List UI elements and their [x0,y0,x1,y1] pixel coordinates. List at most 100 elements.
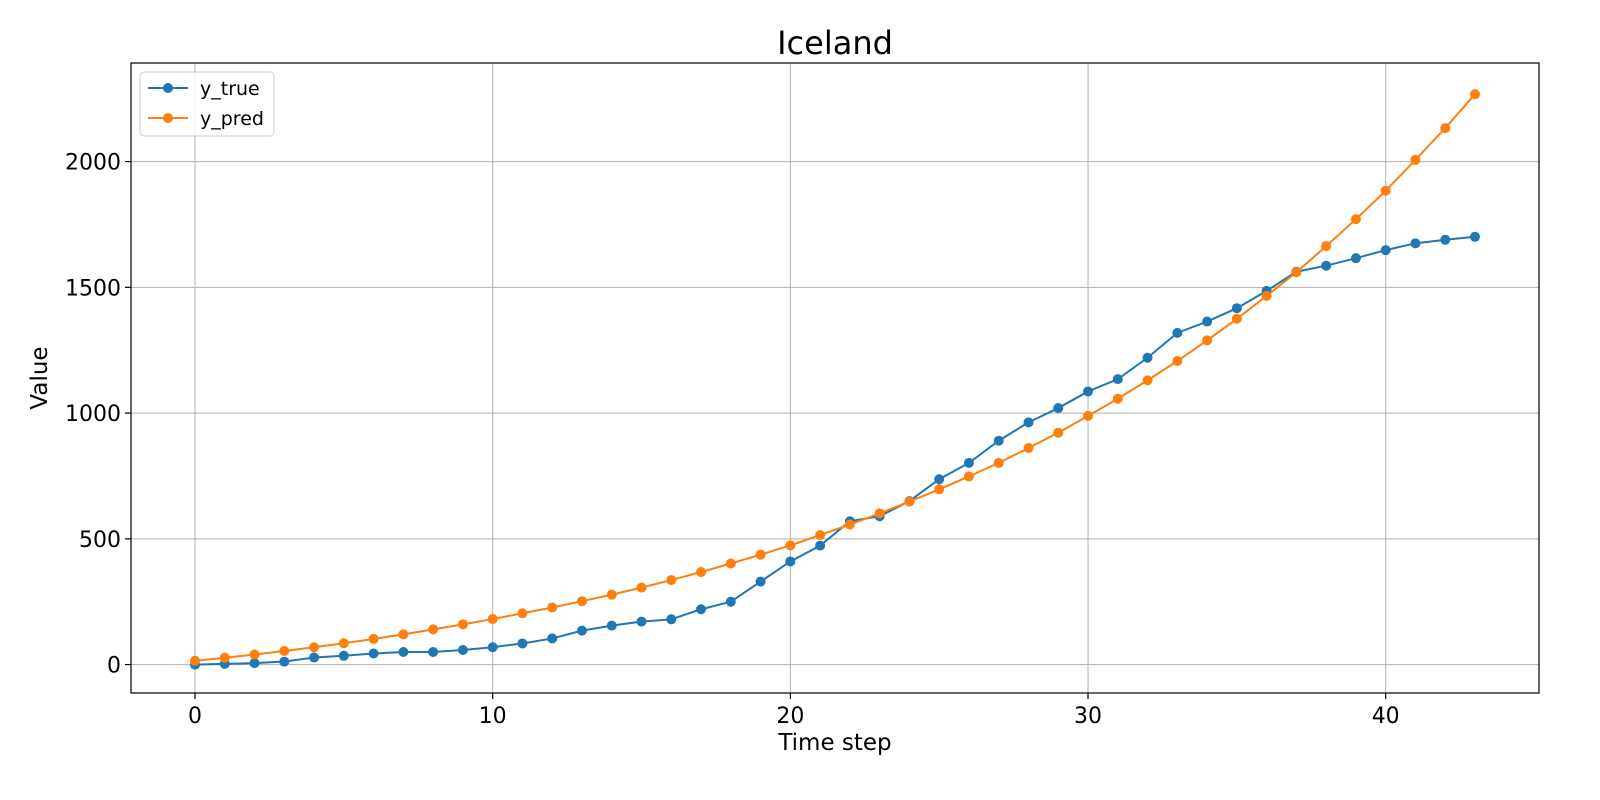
data-point-y_true [963,457,974,468]
data-point-y_pred [725,558,736,569]
data-point-y_pred [934,484,945,495]
data-point-y_true [725,596,736,607]
data-point-y_true [636,616,647,627]
legend-marker-y_true [163,83,173,93]
data-point-y_pred [1380,185,1391,196]
x-tick-label: 0 [188,704,202,729]
data-point-y_true [1350,253,1361,264]
data-point-y_pred [993,457,1004,468]
y-tick-label: 2000 [65,151,121,176]
data-point-y_pred [636,582,647,593]
data-point-y_true [576,625,587,636]
data-point-y_pred [1291,267,1302,278]
data-point-y_true [487,642,498,653]
data-point-y_true [1440,234,1451,245]
y-tick-label: 1000 [65,402,121,427]
data-point-y_true [785,556,796,567]
data-point-y_pred [1023,443,1034,454]
data-point-y_pred [398,629,409,640]
data-point-y_true [279,656,290,667]
data-point-y_true [1053,403,1064,414]
data-point-y_true [1410,238,1421,249]
x-axis-label: Time step [777,730,891,756]
data-point-y_true [934,474,945,485]
data-point-y_pred [190,655,200,666]
legend: y_true y_pred [139,71,275,137]
data-point-y_true [755,576,766,587]
data-point-y_true [666,614,677,625]
data-point-y_pred [1350,214,1361,225]
data-point-y_pred [696,567,707,578]
data-point-y_true [1380,245,1391,256]
x-tick-label: 20 [776,704,804,729]
data-point-y_true [1083,386,1094,397]
data-point-y_pred [1470,89,1480,100]
data-point-y_pred [904,496,915,507]
data-point-y_pred [755,549,766,560]
data-point-y_true [249,658,260,669]
data-point-y_pred [1261,290,1272,301]
data-point-y_pred [249,649,260,660]
series-layer [190,89,1480,670]
series-y_pred [190,89,1480,666]
legend-marker-y_pred [163,113,173,123]
y-axis-label: Value [27,346,53,409]
legend-label-y_true: y_true [200,78,260,100]
data-point-y_pred [1231,313,1242,324]
data-point-y_true [1321,260,1332,271]
chart-title: Iceland [777,24,893,62]
data-point-y_pred [666,575,677,586]
data-point-y_true [1112,374,1123,385]
series-y_true [190,231,1480,670]
data-point-y_true [1172,327,1183,338]
data-point-y_pred [547,602,558,613]
data-point-y_true [606,620,617,631]
data-point-y_pred [1410,154,1421,165]
x-tick-label: 30 [1074,704,1102,729]
data-point-y_true [368,648,379,659]
data-point-y_true [338,650,349,661]
data-point-y_pred [309,642,320,653]
plot-frame [130,62,1540,694]
data-point-y_pred [1142,375,1153,386]
data-point-y_pred [606,589,617,600]
data-point-y_true [1470,231,1480,242]
data-point-y_pred [874,508,885,519]
data-point-y_pred [338,638,349,649]
y-tick-label: 500 [79,528,121,553]
data-point-y_true [457,644,468,655]
data-point-y_pred [844,519,855,530]
data-point-y_pred [219,652,230,663]
data-point-y_true [993,435,1004,446]
x-tick-label: 10 [479,704,507,729]
x-tick-label: 40 [1372,704,1400,729]
data-point-y_true [547,633,558,644]
data-point-y_pred [1321,241,1332,252]
data-point-y_pred [1112,393,1123,404]
data-point-y_pred [1172,356,1183,367]
data-point-y_true [517,638,528,649]
data-point-y_pred [576,596,587,607]
data-point-y_true [309,652,320,663]
data-point-y_pred [279,646,290,656]
data-point-y_pred [428,624,439,635]
data-point-y_pred [517,608,528,619]
data-point-y_true [1202,316,1213,327]
data-point-y_true [696,604,707,615]
data-point-y_pred [1083,410,1094,421]
data-point-y_pred [1440,123,1451,134]
data-point-y_true [398,647,409,658]
data-point-y_pred [815,530,826,541]
ticks: 0 10 20 30 40 0 500 1000 1500 2000 [65,151,1400,729]
y-tick-label: 0 [107,654,121,679]
series-line-y_pred [194,93,1476,662]
data-point-y_pred [1053,427,1064,438]
data-point-y_pred [963,471,974,482]
legend-label-y_pred: y_pred [200,108,264,130]
data-point-y_true [428,647,439,658]
data-point-y_pred [1202,335,1213,346]
data-point-y_true [1023,417,1034,428]
data-point-y_true [1142,352,1153,363]
data-point-y_true [815,540,826,551]
